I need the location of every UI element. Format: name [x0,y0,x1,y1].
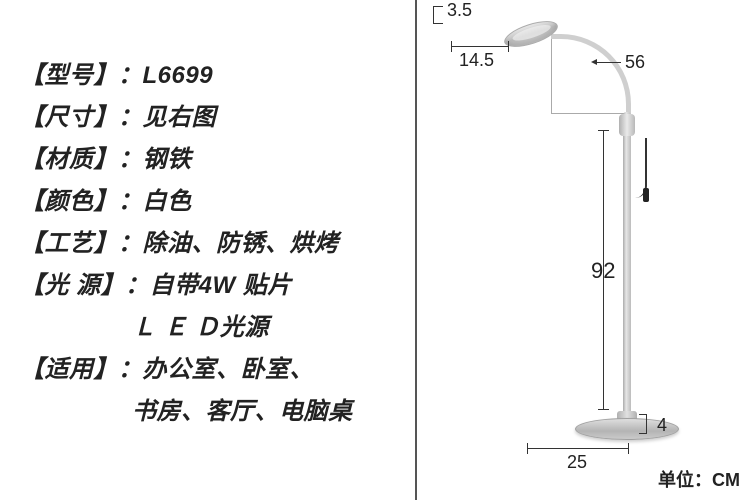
dim-line-base-diameter [527,448,629,449]
spec-label: 【材质】 [20,146,118,173]
dim-arrow-neck [595,62,621,63]
dim-base-diameter: 25 [567,452,587,473]
dim-bracket-base-thickness [639,414,647,434]
spec-label: 【工艺】 [20,230,118,257]
spec-label: 【光 源】 [20,272,125,299]
spec-label: 【适用】 [20,356,118,383]
spec-usage: 【适用】：办公室、卧室、 [20,349,400,391]
dim-line-head-width [451,46,509,47]
spec-label: 【尺寸】 [20,104,118,131]
spec-value: ：白色 [118,188,192,215]
lamp-illustration [467,6,727,466]
dim-head-thickness: 3.5 [447,0,472,21]
spec-label: 【型号】 [20,62,118,89]
spec-light: 【光 源】：自带4W 贴片 [20,265,400,307]
spec-craft: 【工艺】：除油、防锈、烘烤 [20,223,400,265]
spec-color: 【颜色】：白色 [20,181,400,223]
spec-material: 【材质】：钢铁 [20,139,400,181]
dim-base-thickness: 4 [657,415,667,436]
spec-size: 【尺寸】：见右图 [20,97,400,139]
spec-label: 【颜色】 [20,188,118,215]
dim-bracket-head-thickness [433,6,443,24]
spec-model: 【型号】：L6699 [20,55,400,97]
spec-value: ：钢铁 [118,146,192,173]
spec-list: 【型号】：L6699 【尺寸】：见右图 【材质】：钢铁 【颜色】：白色 【工艺】… [20,55,400,433]
lamp-pole-joint [619,114,635,136]
spec-value: ：办公室、卧室、 [118,356,314,383]
dim-head-width: 14.5 [459,50,494,71]
spec-usage-line2: 书房、客厅、电脑桌 [20,391,400,433]
dim-neck-length: 56 [625,52,645,73]
spec-value: ：L6699 [118,62,213,89]
spec-value: ：除油、防锈、烘烤 [118,230,339,257]
lamp-neck [551,34,631,114]
lamp-cord-plug [643,188,649,202]
dim-pole-height: 92 [591,258,615,284]
unit-label: 单位：CM [658,466,740,492]
spec-value: ：自带4W 贴片 [125,272,292,299]
diagram-panel: 3.5 14.5 56 92 4 25 单位：CM [417,0,750,500]
spec-light-line2: Ｌ Ｅ Ｄ光源 [20,307,400,349]
spec-value: ：见右图 [118,104,216,131]
